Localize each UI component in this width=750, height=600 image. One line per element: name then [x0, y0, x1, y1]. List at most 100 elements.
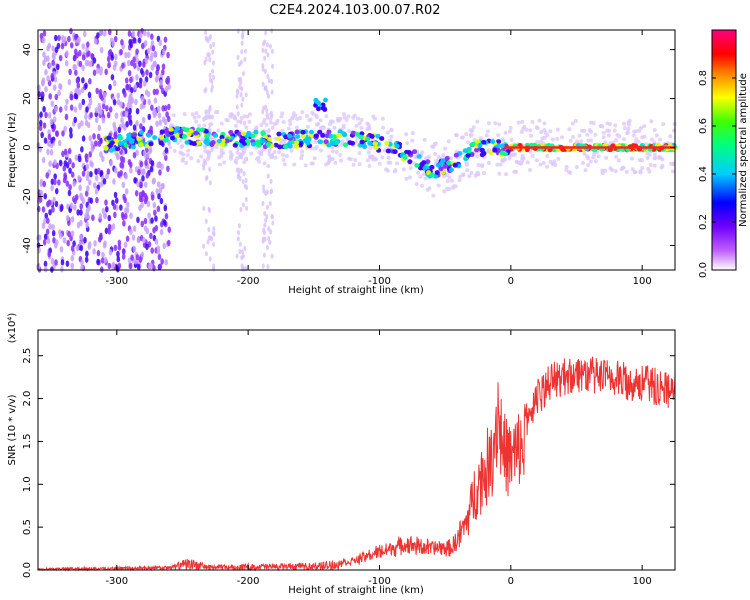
spectrogram-cell [386, 155, 391, 160]
spectrogram-cell [147, 98, 151, 106]
spectrogram-cell [159, 228, 164, 236]
spectrogram-cell [268, 200, 272, 207]
spectrogram-cell [349, 140, 356, 146]
spectrogram-cell [49, 149, 54, 156]
spectrogram-cell [77, 122, 81, 130]
spectrogram-cell [93, 140, 98, 147]
spectrogram-cell [384, 140, 390, 146]
spectrogram-cell [282, 144, 289, 150]
spectrogram-cell [340, 139, 345, 144]
spectrogram-cell [166, 103, 171, 111]
spectrogram-cell [54, 259, 58, 266]
spectrogram-cell [443, 146, 448, 151]
spectrogram-cell [158, 263, 163, 270]
spectrogram-cell [165, 77, 169, 85]
spectrogram-cell [465, 153, 471, 158]
spectrogram-cell [348, 157, 353, 162]
spectrogram-cell [114, 112, 119, 119]
spectrogram-cell [210, 84, 214, 90]
spectrogram-cell [244, 177, 248, 183]
spectrogram-cell [48, 209, 52, 216]
spectrogram-cell [241, 253, 245, 259]
spectrogram-cell [649, 137, 654, 142]
spectrogram-cell [87, 50, 91, 57]
spectrogram-cell [121, 122, 126, 129]
spectrogram-cell [139, 32, 143, 39]
spectrogram-cell [570, 121, 575, 126]
spectrogram-cell [121, 253, 126, 260]
spectrogram-cell [404, 176, 409, 181]
spectrogram-cell [89, 197, 94, 204]
spectrogram-cell [560, 135, 565, 140]
spectrogram-cell [528, 128, 533, 133]
spectrogram-cell [414, 163, 420, 168]
spectrogram-cell [43, 137, 48, 144]
spectrogram-cell [556, 156, 561, 161]
spectrogram-cell [155, 120, 159, 127]
spectrogram-cell [36, 262, 41, 270]
spectrogram-cell [268, 239, 272, 245]
spectrogram-cell [287, 133, 293, 139]
spectrogram-cell [279, 114, 284, 119]
spectrogram-cell [262, 252, 266, 258]
spectrogram-cell [267, 136, 273, 142]
spectrogram-cell [204, 175, 208, 182]
colorbar-gradient [712, 30, 736, 270]
spectrogram-cell [377, 161, 382, 166]
spectrogram-cell [116, 153, 120, 160]
x-tick-label: -300 [105, 276, 128, 287]
spectrogram-cell [144, 195, 149, 202]
spectrogram-cell [52, 196, 56, 204]
spectrogram-cell [261, 200, 265, 207]
spectrogram-cell [210, 78, 214, 85]
spectrogram-cell [300, 153, 305, 158]
spectrogram-cell [440, 158, 446, 164]
spectrogram-cell [112, 79, 117, 87]
spectrogram-cell [480, 163, 485, 168]
spectrogram-cell [264, 48, 268, 54]
spectrogram-cell [58, 159, 63, 167]
spectrogram-cell [54, 46, 59, 53]
spectrogram-cell [207, 226, 211, 233]
spectrogram-cell [268, 120, 273, 125]
spectrogram-cell [244, 196, 248, 203]
spectrogram-cell [577, 133, 582, 138]
snr-y-ticks: 0.0 0.5 1.0 1.5 2.0 2.5 [22, 348, 675, 578]
spectrogram-cell [131, 30, 136, 38]
spectrogram-cell [386, 160, 391, 165]
spectrogram-cell [99, 29, 104, 36]
spectrogram-cell [222, 160, 227, 165]
spectrogram-cell [242, 70, 246, 77]
spectrogram-cell [70, 230, 75, 237]
spectrogram-cell [431, 193, 436, 198]
spectrogram-cell [122, 220, 126, 227]
spectrogram-cell [105, 172, 109, 180]
spectrogram-cell [442, 189, 447, 194]
spectrogram-cell [40, 131, 44, 139]
spectrogram-cell [564, 165, 569, 170]
spectrogram-cell [365, 158, 370, 163]
spectrogram-cell [496, 133, 501, 138]
spectrogram-cell [54, 187, 59, 195]
spectrogram-cell [638, 169, 643, 174]
spectrogram-cell [104, 199, 108, 206]
spectrogram-cell [647, 169, 652, 174]
spectrogram-cell [389, 127, 394, 132]
spectrogram-cell [326, 142, 332, 148]
spectrogram-cell [424, 156, 429, 161]
spectrogram-cell [263, 210, 267, 217]
spectrogram-cell [38, 196, 43, 203]
spectrogram-cell [537, 118, 542, 123]
spectrogram-cell [52, 237, 56, 244]
spectrogram-cell [613, 169, 618, 174]
spectrogram-cell [209, 141, 215, 147]
spectrogram-cell [204, 218, 208, 224]
spectrogram-cell [545, 133, 550, 138]
spectrogram-cell [190, 112, 195, 117]
spectrogram-cell [465, 168, 470, 173]
spectrogram-cell [356, 116, 361, 121]
spectrogram-cell [199, 127, 205, 133]
spectrogram-cell [305, 140, 311, 146]
spectrogram-cell [110, 54, 115, 61]
spectrogram-cell [147, 129, 153, 134]
